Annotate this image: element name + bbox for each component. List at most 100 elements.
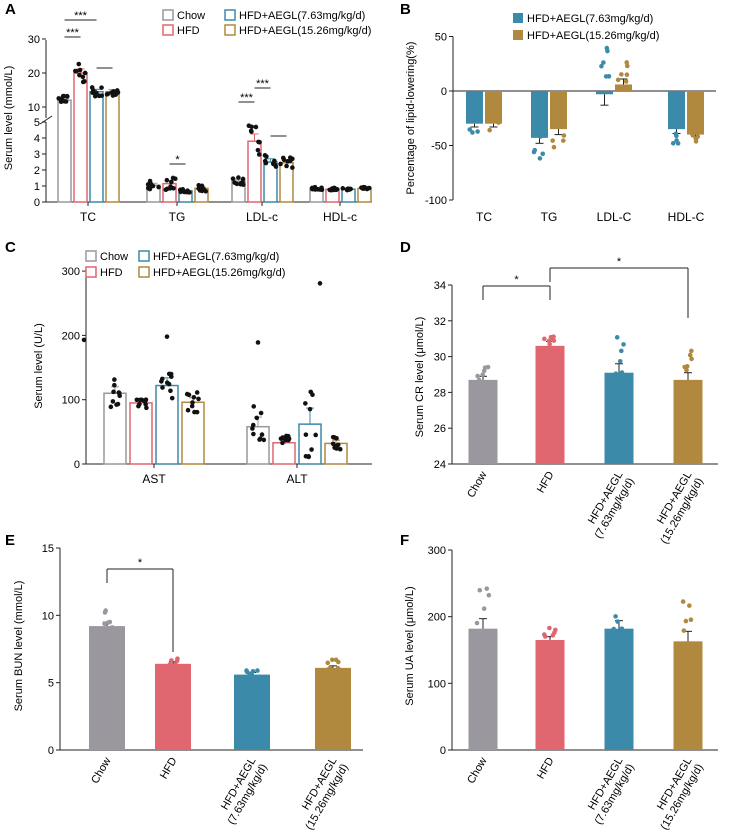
data-point [681, 653, 686, 658]
data-point [309, 447, 314, 452]
data-point [249, 129, 254, 134]
data-point [250, 668, 256, 674]
y-tick-label: 28 [434, 387, 446, 399]
data-point [548, 334, 554, 340]
data-point [104, 92, 110, 97]
data-point [99, 85, 104, 90]
data-point [255, 147, 261, 153]
data-point [538, 134, 543, 139]
y-tick-label: 15 [42, 543, 54, 555]
data-point [168, 184, 173, 189]
data-point [80, 74, 86, 80]
data-point [670, 140, 676, 146]
panel-e: E 0 5 10 15 Serum BUN level (mmol/L) Chow HFD HF… [5, 532, 363, 832]
data-point [258, 410, 264, 416]
legend-swatch [138, 266, 150, 278]
bar [89, 90, 104, 203]
data-point [542, 336, 547, 342]
legend-label: HFD+AEGL(7.63mg/kg/d) [527, 13, 653, 25]
y-tick-label: 100 [62, 395, 80, 407]
bar [604, 372, 634, 464]
data-point [679, 114, 685, 119]
bar [155, 384, 179, 465]
panel-label: B [400, 1, 411, 18]
y-tick-label: 34 [434, 280, 446, 292]
data-point [689, 651, 695, 657]
data-point [561, 133, 567, 138]
data-point [137, 401, 142, 407]
data-point [102, 610, 108, 615]
y-tick-label: 30 [28, 34, 40, 46]
data-point [244, 668, 249, 673]
legend-label: HFD [100, 267, 123, 279]
data-point [255, 668, 260, 673]
data-point [288, 158, 293, 164]
data-point [312, 187, 318, 192]
data-point [675, 141, 681, 146]
data-point [548, 643, 554, 648]
y-tick-label: 10 [42, 610, 54, 622]
bar [129, 402, 153, 465]
y-tick-label: 2 [34, 165, 40, 177]
data-point [313, 432, 318, 438]
bar [604, 628, 634, 750]
data-point [327, 665, 333, 671]
y-tick-label: 0 [441, 86, 447, 98]
y-tick-label: 0 [74, 459, 80, 471]
legend-label: HFD+AEGL(15.26mg/kg/d) [239, 25, 371, 37]
data-point [142, 398, 148, 404]
data-point [480, 631, 486, 637]
data-point [619, 370, 625, 375]
x-tick-label: TG [169, 210, 186, 224]
data-point [82, 70, 88, 76]
data-point [256, 139, 261, 145]
data-point [63, 99, 69, 104]
data-point [550, 138, 555, 143]
data-point [613, 614, 618, 619]
x-tick-label: HFD [158, 755, 180, 781]
data-point [264, 154, 269, 159]
data-point [160, 385, 165, 390]
y-tick-label: 10 [28, 102, 40, 114]
data-point [486, 640, 492, 645]
data-point [613, 371, 619, 376]
y-tick-label: 4 [34, 133, 40, 145]
bar [673, 379, 703, 464]
legend-swatch [513, 30, 523, 40]
data-point [337, 446, 343, 452]
data-point [470, 112, 475, 118]
data-point [624, 72, 630, 78]
legend-label: Chow [177, 10, 205, 22]
bar [531, 91, 548, 138]
y-tick-label: 50 [435, 32, 447, 44]
data-point [249, 672, 255, 678]
data-point [156, 184, 161, 190]
data-point [477, 587, 483, 593]
x-tick-label: Chow [465, 469, 489, 499]
data-point [319, 185, 324, 191]
data-point [77, 67, 83, 73]
data-point [552, 630, 557, 636]
y-tick-label: 300 [62, 266, 80, 278]
bar [246, 425, 270, 465]
significance-label: *** [74, 10, 88, 22]
y-tick-label: 5 [48, 678, 54, 690]
data-point [619, 72, 624, 77]
data-point [251, 431, 256, 437]
data-point [164, 177, 170, 183]
bar [272, 442, 296, 465]
bar [105, 90, 120, 203]
data-point [230, 176, 236, 181]
x-tick-label: HFD [535, 469, 557, 495]
y-tick-label: 24 [434, 459, 446, 471]
data-point [73, 68, 79, 74]
data-point [606, 74, 612, 79]
legend-swatch [513, 13, 523, 23]
data-point [551, 338, 557, 343]
data-point [611, 626, 616, 632]
data-point [540, 151, 546, 157]
bar [687, 91, 704, 135]
data-point [169, 395, 175, 401]
data-point [681, 628, 687, 633]
